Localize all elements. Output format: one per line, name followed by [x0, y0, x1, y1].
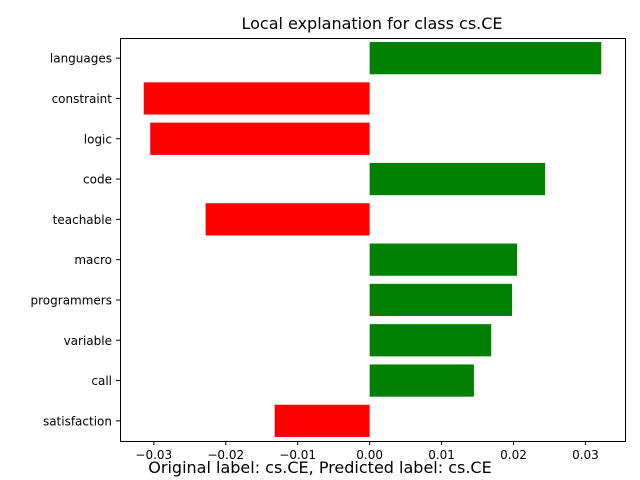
y-tick-label: teachable [53, 213, 112, 227]
y-tick-label: logic [84, 132, 112, 146]
x-tick-label: 0.03 [572, 448, 599, 462]
bar-teachable [205, 203, 370, 236]
bar-programmers [369, 283, 513, 317]
bar-logic [150, 122, 370, 155]
caption: Original label: cs.CE, Predicted label: … [148, 458, 492, 477]
y-tick-label: call [91, 374, 112, 388]
bar-constraint [143, 82, 370, 115]
y-tick-label: programmers [31, 293, 112, 307]
x-tick-label: −0.03 [135, 448, 172, 462]
chart-title: Local explanation for class cs.CE [241, 14, 502, 33]
y-tick-label: macro [74, 253, 112, 267]
x-tick-label: 0.01 [428, 448, 455, 462]
y-tick-label: variable [64, 334, 112, 348]
x-tick-label: 0.02 [500, 448, 527, 462]
bar-call [369, 364, 474, 397]
y-axis-ticks: languages constraint logic code teachable mac… [31, 52, 120, 428]
bar-code [369, 162, 546, 196]
bar-satisfaction [274, 404, 370, 437]
y-tick-label: code [83, 173, 112, 187]
y-tick-label: constraint [52, 92, 113, 106]
y-tick-label: satisfaction [43, 414, 112, 428]
y-tick-label: languages [50, 52, 112, 66]
x-tick-label: −0.02 [207, 448, 244, 462]
bar-variable [369, 324, 492, 357]
x-tick-label: −0.01 [279, 448, 316, 462]
bar-languages [369, 42, 602, 75]
bars [143, 42, 602, 437]
x-axis-ticks: −0.03 −0.02 −0.01 0.00 0.01 0.02 0.03 [135, 441, 599, 462]
x-tick-label: 0.00 [356, 448, 383, 462]
bar-macro [369, 243, 518, 276]
plot-frame [120, 38, 626, 442]
